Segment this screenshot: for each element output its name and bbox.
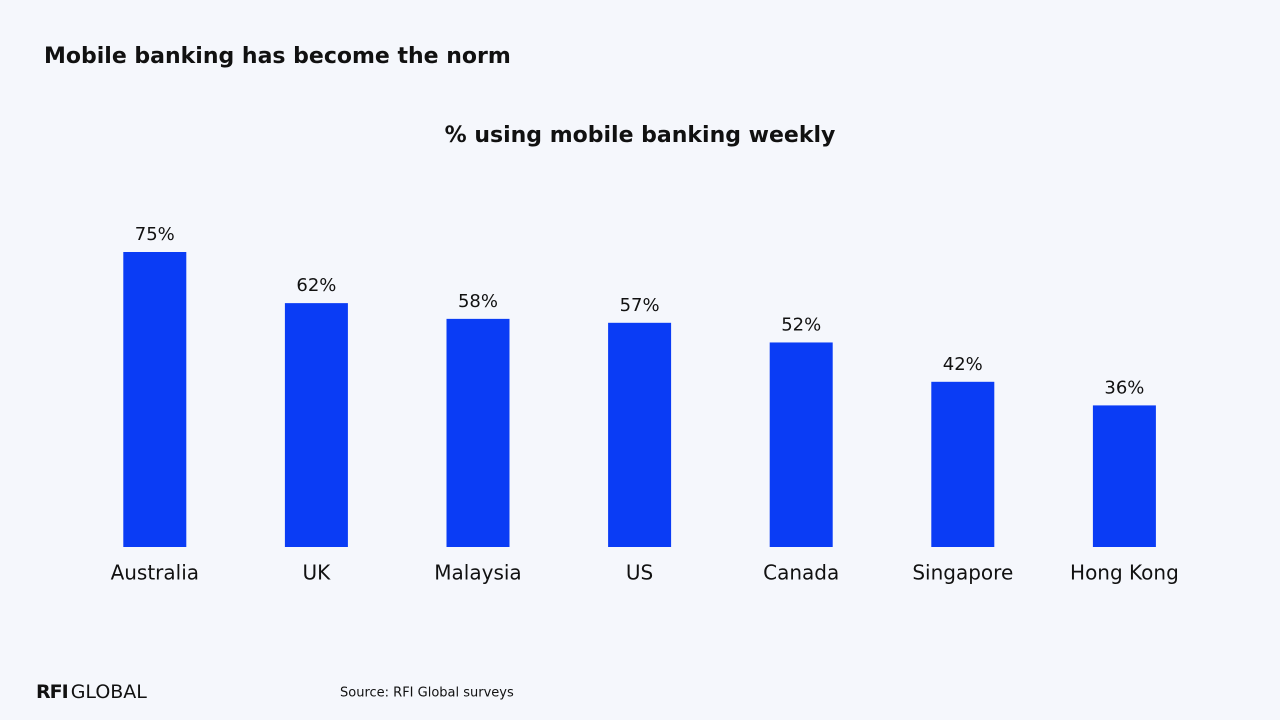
slide-title: Mobile banking has become the norm (44, 44, 511, 69)
value-label: 58% (458, 291, 498, 312)
bar (608, 322, 672, 547)
logo-bold: RFI (36, 681, 68, 703)
logo: RFI GLOBAL (36, 681, 147, 703)
source: Source: RFI Global surveys (340, 686, 514, 701)
x-tick-label: UK (303, 561, 332, 585)
value-label: 75% (135, 224, 175, 245)
bar (769, 342, 833, 547)
x-tick-label: Canada (763, 561, 839, 585)
bar (123, 252, 187, 547)
value-label: 57% (620, 295, 660, 316)
x-tick-label: Singapore (912, 561, 1013, 585)
bar (931, 381, 995, 547)
value-label: 36% (1104, 377, 1144, 398)
bar (284, 303, 348, 547)
value-label: 42% (943, 354, 983, 375)
bar (1092, 405, 1156, 547)
logo-regular: GLOBAL (71, 681, 148, 703)
x-tick-label: Australia (111, 561, 199, 585)
x-tick-label: US (626, 561, 653, 585)
chart-title: % using mobile banking weekly (445, 123, 836, 148)
value-label: 62% (296, 275, 336, 296)
value-label: 52% (781, 314, 821, 335)
bar (446, 318, 510, 547)
x-tick-label: Hong Kong (1070, 561, 1179, 585)
x-tick-label: Malaysia (434, 561, 521, 585)
